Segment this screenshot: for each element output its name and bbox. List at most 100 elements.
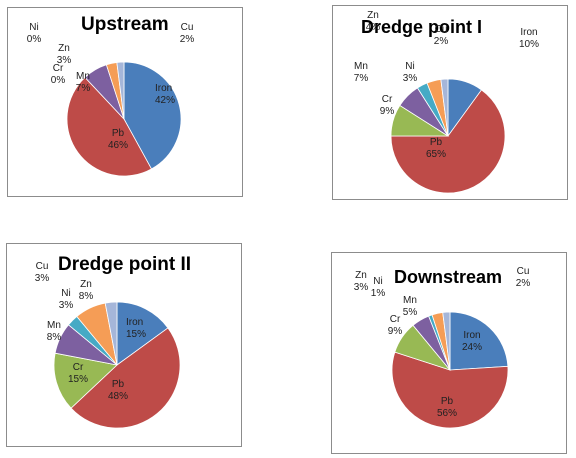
slice-label-percent: 7% — [76, 83, 91, 94]
slice-label-ni: Ni 3% — [59, 288, 74, 311]
chart-title: Downstream — [394, 267, 503, 287]
chart-panel-upstream: Upstream Iron 42% Pb 46% Cr 0% Mn 7% Zn 3% Ni 0% Cu 2… — [7, 7, 243, 197]
slice-label-percent: 0% — [27, 34, 42, 45]
slice-label-percent: 15% — [126, 329, 146, 340]
slice-label-mn: Mn 8% — [47, 320, 62, 343]
slice-label-percent: 4% — [366, 22, 381, 33]
pie-chart: Iron 15%Pb 48%Cr 15%Mn 8%Ni 3%Zn 8%Cu 3% — [35, 261, 181, 429]
slice-label-percent: 65% — [426, 149, 446, 160]
slice-label-pb: Pb 48% — [108, 379, 128, 402]
slice-label-category: Cu — [36, 261, 49, 272]
pie-chart: Iron 42%Pb 46%Cr 0% Mn 7%Zn 3%Ni 0%Cu 2% — [27, 22, 195, 177]
chart-title: Upstream — [81, 14, 169, 35]
pie-slice-iron — [449, 311, 509, 371]
chart-title: Dredge point II — [58, 254, 191, 275]
slice-label-iron: Iron 24% — [462, 330, 482, 353]
slice-label-category: Cu — [517, 266, 530, 277]
slice-label-category: Pb — [112, 379, 125, 390]
slice-label-pb: Pb 46% — [108, 128, 128, 151]
slice-label-category: Cu — [435, 24, 448, 35]
slice-label-cr: Cr 0% — [51, 63, 66, 86]
slice-label-mn: Mn 7% — [354, 61, 369, 84]
slice-label-mn: Mn 5% — [403, 295, 418, 318]
slice-label-category: Iron — [520, 27, 537, 38]
slice-label-category: Cr — [53, 63, 64, 74]
pie-slice-pb — [391, 351, 509, 429]
slice-label-pb: Pb 56% — [437, 396, 457, 419]
chart-panel-dredge-point-2: Dredge point II Iron 15% Pb 48% Cr 15% Mn 8% Ni 3… — [6, 243, 242, 447]
slice-label-percent: 3% — [403, 73, 418, 84]
slice-label-percent: 7% — [354, 73, 369, 84]
slice-label-percent: 3% — [354, 282, 369, 293]
slice-label-iron: Iron 42% — [155, 83, 175, 106]
slice-label-category: Mn — [47, 320, 61, 331]
pie-slice-iron — [123, 61, 182, 170]
slice-label-category: Pb — [441, 396, 454, 407]
slice-label-ni: Ni 1% — [371, 276, 386, 299]
slice-label-ni: Ni 3% — [403, 61, 418, 84]
slice-label-category: Iron — [126, 317, 143, 328]
pie-slice-pb — [70, 327, 181, 429]
slice-label-percent: 42% — [155, 95, 175, 106]
slice-label-pb: Pb 65% — [426, 137, 446, 160]
slice-label-cr: Cr 15% — [68, 362, 88, 385]
slice-label-category: Zn — [367, 10, 379, 21]
slice-label-category: Ni — [373, 276, 382, 287]
slice-label-category: Ni — [29, 22, 38, 33]
slice-label-zn: Zn 3% — [354, 270, 369, 293]
slice-label-percent: 46% — [108, 140, 128, 151]
slice-label-iron: Iron 10% — [519, 27, 539, 50]
slice-label-category: Cr — [73, 362, 84, 373]
slice-label-cr: Cr 9% — [380, 94, 395, 117]
slice-label-percent: 3% — [59, 300, 74, 311]
chart-panel-downstream: Downstream Iron 24% Pb 56% Cr 9% Mn 5% Ni 1% Zn 3% C… — [331, 252, 567, 454]
pie-slice-cu — [440, 78, 449, 137]
slice-label-zn: Zn 8% — [79, 279, 94, 302]
slice-label-category: Zn — [355, 270, 367, 281]
slice-label-cu: Cu 2% — [516, 266, 531, 289]
slice-label-cu: Cu 3% — [35, 261, 50, 284]
pie-slice-cu — [104, 301, 118, 366]
slice-label-percent: 15% — [68, 374, 88, 385]
slice-label-category: Pb — [112, 128, 125, 139]
slice-label-percent: 56% — [437, 408, 457, 419]
slice-label-percent: 3% — [57, 55, 72, 66]
pie-slice-cu — [116, 61, 125, 120]
slice-label-percent: 0% — [51, 75, 66, 86]
pie-slice-iron — [116, 301, 169, 366]
slice-label-cu: Cu 2% — [434, 24, 449, 47]
slice-label-percent: 1% — [371, 288, 386, 299]
slice-label-category: Zn — [80, 279, 92, 290]
slice-label-percent: 10% — [519, 39, 539, 50]
slice-label-category: Cr — [382, 94, 393, 105]
slice-label-cr: Cr 9% — [388, 314, 403, 337]
slice-label-category: Mn — [354, 61, 368, 72]
slice-label-zn: Zn 4% — [366, 10, 381, 33]
slice-label-percent: 5% — [403, 307, 418, 318]
slice-label-percent: 8% — [79, 291, 94, 302]
slice-label-mn: Mn 7% — [76, 71, 91, 94]
chart-panel-dredge-point-1: Dredge point I Iron 10% Pb 65% Cr 9% Mn 7% Ni 3% Z… — [332, 5, 568, 200]
pie-slice-pb — [66, 76, 153, 177]
pie-slice-cu — [442, 311, 451, 371]
slice-label-category: Iron — [463, 330, 480, 341]
slice-label-percent: 24% — [462, 342, 482, 353]
slice-label-percent: 48% — [108, 391, 128, 402]
slice-label-zn: Zn 3% — [57, 43, 72, 66]
slice-label-percent: 3% — [35, 273, 50, 284]
slice-label-category: Mn — [76, 71, 90, 82]
slice-label-category: Cu — [181, 22, 194, 33]
slice-label-category: Mn — [403, 295, 417, 306]
slice-label-percent: 9% — [388, 326, 403, 337]
slice-label-category: Cr — [390, 314, 401, 325]
slice-label-iron: Iron 15% — [126, 317, 146, 340]
slice-label-percent: 2% — [180, 34, 195, 45]
slice-label-category: Ni — [405, 61, 414, 72]
slice-label-percent: 2% — [434, 36, 449, 47]
chart-title: Dredge point I — [361, 17, 482, 37]
slice-label-category: Zn — [58, 43, 70, 54]
slice-label-percent: 9% — [380, 106, 395, 117]
pie-slice-cr — [53, 352, 118, 409]
slice-label-category: Ni — [61, 288, 70, 299]
slice-label-cu: Cu 2% — [180, 22, 195, 45]
